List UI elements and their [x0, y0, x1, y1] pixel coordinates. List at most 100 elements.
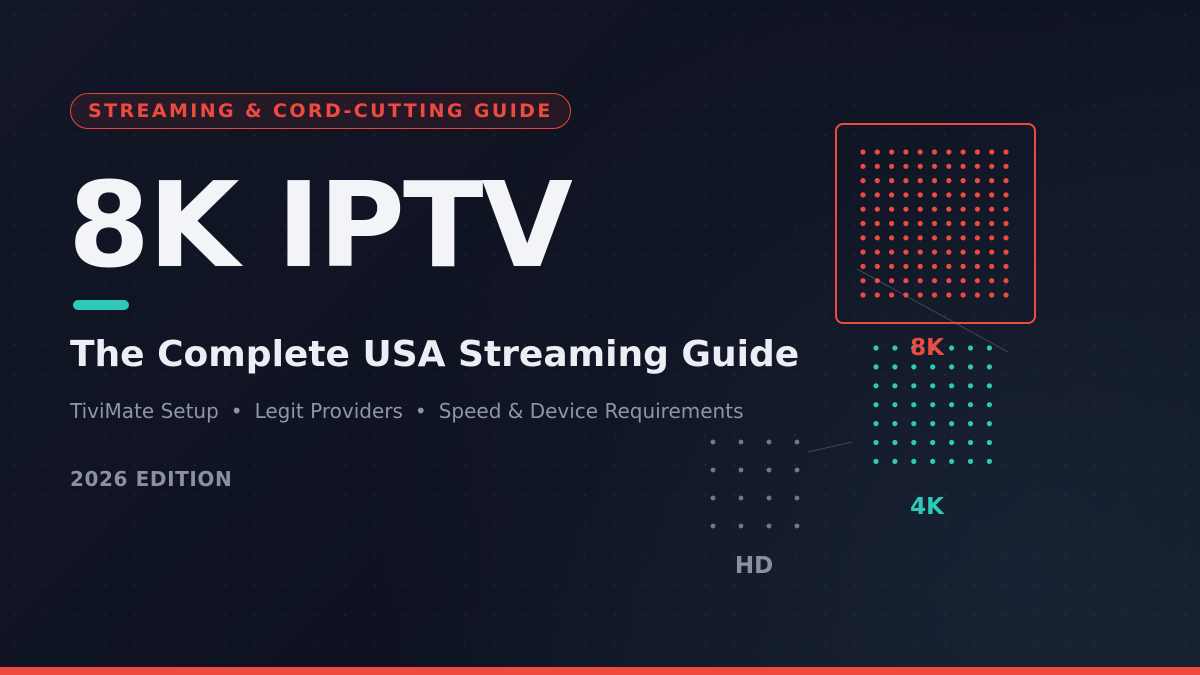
- pixel-dot: [949, 458, 955, 464]
- pixel-dot: [946, 206, 952, 212]
- pixel-dot: [931, 278, 938, 284]
- pixel-dot: [710, 523, 716, 529]
- pixel-dot: [766, 467, 772, 473]
- pixel-dot: [960, 249, 966, 255]
- pixel-dot: [794, 467, 800, 473]
- pixel-dot: [911, 421, 917, 427]
- pixel-dot: [931, 249, 938, 255]
- pixel-dot: [949, 421, 955, 427]
- pixel-dot: [930, 439, 936, 446]
- pixel-dot: [917, 163, 923, 169]
- pixel-dot: [986, 345, 993, 351]
- pixel-dot: [930, 345, 936, 351]
- pixel-dot: [874, 292, 880, 298]
- pixel-dot: [917, 192, 923, 198]
- pixel-dot: [946, 235, 952, 241]
- pixel-dot: [967, 421, 974, 427]
- pixel-dot: [903, 278, 909, 284]
- pixel-dot: [889, 292, 895, 298]
- pixel-dot: [889, 178, 895, 184]
- pixel-dot: [903, 249, 909, 255]
- pixel-dot: [960, 149, 966, 155]
- pixel-dot: [931, 206, 938, 212]
- pixel-dot: [874, 278, 880, 284]
- connector-line-hd: [807, 441, 853, 453]
- pixel-dot: [931, 178, 938, 184]
- pixel-dot: [931, 192, 938, 198]
- pixel-dot: [903, 263, 909, 269]
- pixel-dot: [949, 364, 955, 370]
- pixel-dot: [974, 263, 981, 269]
- pixel-dot: [974, 178, 981, 184]
- pixel-dot: [874, 163, 880, 169]
- pixel-dot: [930, 421, 936, 427]
- pixel-dot: [986, 421, 993, 427]
- pixel-dot: [889, 263, 895, 269]
- pixel-dot: [967, 458, 974, 464]
- pixel-dot: [986, 458, 993, 464]
- pixel-dot: [766, 495, 772, 501]
- pixel-dot: [960, 220, 966, 227]
- pixel-dot: [989, 178, 995, 184]
- pixel-dot: [1003, 292, 1009, 298]
- pixel-dot: [889, 278, 895, 284]
- pixel-dot: [917, 278, 923, 284]
- pixel-dot: [738, 523, 744, 529]
- pixel-dot: [949, 439, 955, 446]
- pixel-dot: [911, 402, 917, 408]
- pixel-dot: [892, 383, 898, 389]
- pixel-dot: [931, 220, 938, 227]
- subtitle: The Complete USA Streaming Guide: [70, 334, 800, 375]
- pixel-dot: [989, 235, 995, 241]
- pixel-dot: [911, 345, 917, 351]
- pixel-dot: [889, 235, 895, 241]
- pixel-dot: [911, 458, 917, 464]
- pixel-dot: [794, 439, 800, 445]
- pixel-dot: [986, 402, 993, 408]
- pixel-dot: [889, 192, 895, 198]
- pixel-dot: [989, 220, 995, 227]
- pixel-grid-4k: [873, 345, 993, 464]
- pixel-dot: [860, 249, 866, 255]
- pixel-dot: [892, 402, 898, 408]
- pixel-dot: [931, 235, 938, 241]
- pixel-dot: [873, 421, 879, 427]
- pixel-dot: [1003, 163, 1009, 169]
- edition-label: 2026 EDITION: [70, 467, 233, 491]
- pixel-dot: [917, 292, 923, 298]
- pixel-dot: [989, 292, 995, 298]
- pixel-dot: [738, 467, 744, 473]
- pixel-dot: [974, 192, 981, 198]
- pixel-dot: [766, 523, 772, 529]
- pixel-dot: [860, 163, 866, 169]
- pixel-dot: [860, 192, 866, 198]
- resolution-label-4k: 4K: [910, 494, 944, 520]
- pixel-dot: [974, 249, 981, 255]
- pixel-dot: [1003, 278, 1009, 284]
- pixel-dot: [946, 220, 952, 227]
- pixel-dot: [974, 149, 981, 155]
- pixel-dot: [986, 383, 993, 389]
- pixel-dot: [889, 163, 895, 169]
- feature-item: TiviMate Setup: [70, 399, 219, 423]
- pixel-dot: [946, 278, 952, 284]
- pixel-dot: [960, 263, 966, 269]
- pixel-dot: [967, 345, 974, 351]
- pixel-dot: [860, 292, 866, 298]
- pixel-dot: [874, 206, 880, 212]
- pixel-dot: [911, 383, 917, 389]
- pixel-dot: [931, 292, 938, 298]
- pixel-dot: [989, 149, 995, 155]
- pixel-dot: [967, 364, 974, 370]
- pixel-dot: [1003, 249, 1009, 255]
- feature-separator: •: [230, 399, 243, 423]
- pixel-dot: [960, 206, 966, 212]
- pixel-dot: [974, 235, 981, 241]
- pixel-dot: [989, 163, 995, 169]
- pixel-frame-8k: [835, 123, 1036, 324]
- pixel-dot: [911, 364, 917, 370]
- pixel-dot: [974, 206, 981, 212]
